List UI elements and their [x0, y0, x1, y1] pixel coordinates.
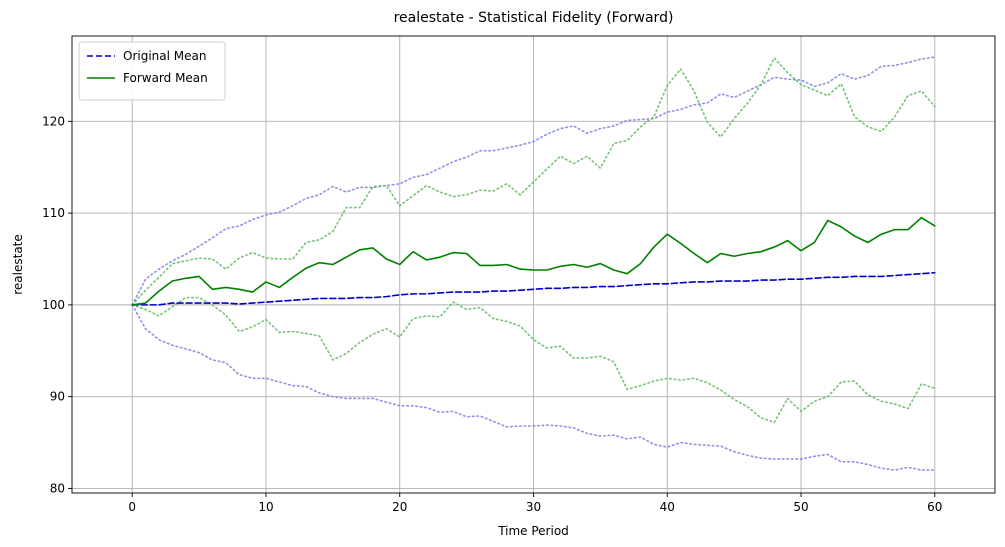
legend-label: Original Mean	[123, 49, 206, 63]
legend-box	[78, 41, 226, 101]
std-band-line	[131, 296, 936, 424]
x-tick-label: 10	[258, 500, 273, 514]
std-band-line	[131, 57, 936, 306]
legend: Original Mean Forward Mean	[78, 41, 226, 101]
x-tick-label: 0	[128, 500, 136, 514]
x-axis-label: Time Period	[497, 524, 569, 538]
axis-ticks: 0 10 20 30 40 50 60 80 90 100 110 120	[42, 114, 942, 514]
x-tick-label: 20	[392, 500, 407, 514]
y-tick-label: 80	[50, 481, 65, 495]
series-lines	[131, 56, 936, 471]
y-axis-label: realestate	[11, 234, 25, 295]
series-line-forward-mean	[131, 216, 936, 306]
chart-title: realestate - Statistical Fidelity (Forwa…	[394, 10, 674, 26]
y-tick-label: 120	[42, 114, 65, 128]
std-band-line	[131, 304, 936, 471]
y-tick-label: 100	[42, 298, 65, 312]
x-tick-label: 30	[526, 500, 541, 514]
x-tick-label: 50	[793, 500, 808, 514]
series-line-original-mean	[131, 271, 936, 306]
x-tick-label: 40	[660, 500, 675, 514]
std-band-line	[131, 56, 936, 306]
y-tick-label: 90	[50, 390, 65, 404]
x-tick-label: 60	[927, 500, 942, 514]
y-tick-label: 110	[42, 206, 65, 220]
legend-label: Forward Mean	[123, 71, 208, 85]
